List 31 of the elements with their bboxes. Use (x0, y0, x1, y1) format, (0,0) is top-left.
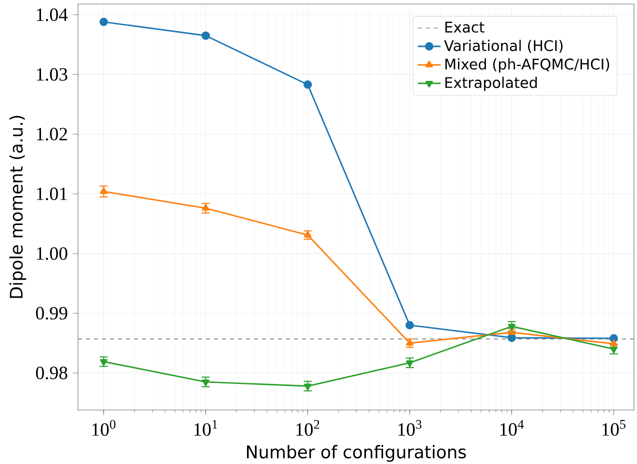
point (406, 360, 414, 368)
point (304, 384, 312, 390)
legend-label: Exact (445, 22, 484, 33)
point (202, 31, 210, 40)
y-tick-label: 1.02 (36, 128, 67, 141)
y-axis-title: Dipole moment (a.u.) (9, 116, 26, 298)
x-tick-label: 10$^{5}$ (602, 420, 626, 436)
y-tick-label: 1.01 (36, 188, 67, 200)
point (406, 338, 414, 346)
point (99, 18, 108, 26)
legend-label: Variational (HCI) (444, 40, 563, 53)
y-tick-label: 1.00 (36, 247, 68, 260)
y-tick-label: 0.99 (36, 306, 68, 320)
point (304, 230, 312, 238)
x-tick-label: 10$^{2}$ (296, 420, 320, 436)
point (508, 334, 516, 342)
x-axis-title: Number of configurations (247, 445, 466, 462)
x-tick-label: 10$^{3}$ (398, 420, 422, 436)
y-tick-label: 1.04 (36, 8, 68, 22)
y-tick-label: 1.03 (36, 68, 68, 81)
point (202, 204, 210, 211)
x-tick-label: 10$^{4}$ (500, 420, 524, 436)
x-tick-label: 10$^{0}$ (92, 420, 116, 436)
point (508, 324, 516, 331)
point (304, 80, 312, 89)
y-tick-label: 0.98 (36, 366, 68, 380)
legend-label: Extrapolated (445, 76, 537, 91)
legend-label: Mixed (ph-AFQMC/HCI) (445, 58, 610, 72)
point (202, 379, 210, 386)
x-tick-label: 10$^{1}$ (194, 420, 218, 436)
point (406, 321, 414, 330)
